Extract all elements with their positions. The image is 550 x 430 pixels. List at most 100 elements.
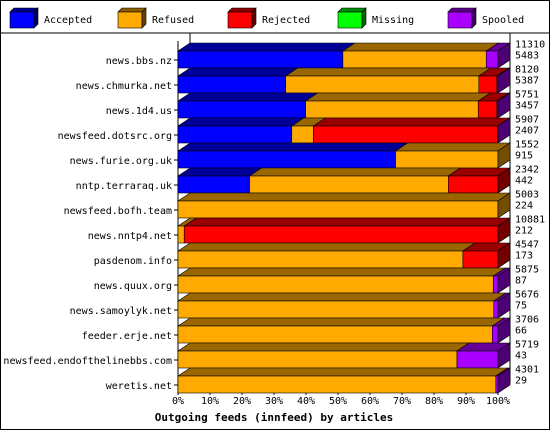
bar-top-face [177, 67, 299, 77]
bar-top-face [177, 192, 511, 202]
bar-side-face [497, 267, 511, 294]
refused-count-label: 2407 [515, 126, 539, 137]
bar-segment [395, 150, 499, 169]
refused-count-label: 87 [515, 276, 527, 287]
bar-segment [291, 125, 314, 144]
total-count-label: 4547 [515, 240, 539, 251]
x-tick-label: 90% [457, 396, 475, 407]
legend-swatch-top [117, 7, 147, 13]
category-label: feeder.erje.net [82, 331, 172, 342]
category-label: nntp.terraraq.uk [76, 181, 172, 192]
bar-top-face [177, 92, 319, 102]
x-axis-label: Outgoing feeds (innfeed) by articles [155, 411, 393, 424]
legend-swatch [227, 11, 253, 29]
total-count-label: 1552 [515, 140, 539, 151]
bar-side-face [497, 317, 511, 344]
bar-segment [183, 225, 499, 244]
bar-top-face [177, 142, 409, 152]
bar-top-face [177, 167, 263, 177]
bar-side-face [497, 142, 511, 169]
bar-segment [177, 325, 493, 344]
refused-count-label: 212 [515, 226, 533, 237]
bar-side-face [497, 217, 511, 244]
total-count-label: 8120 [515, 65, 539, 76]
bar-segment [177, 275, 494, 294]
total-count-label: 5676 [515, 290, 539, 301]
total-count-label: 10881 [515, 215, 545, 226]
bar-segment [448, 175, 499, 194]
bar-segment [485, 50, 499, 69]
bar-segment [285, 75, 480, 94]
category-label: newsfeed.dotsrc.org [58, 131, 172, 142]
bar-top-face [177, 292, 507, 302]
bar-top-face [284, 67, 492, 77]
bar-segment [177, 200, 499, 219]
bar-side-face [497, 342, 511, 369]
refused-count-label: 915 [515, 151, 533, 162]
total-count-label: 11310 [515, 40, 545, 51]
bar-segment [477, 100, 498, 119]
bar-side-face [497, 117, 511, 144]
legend-label: Refused [152, 15, 194, 26]
category-label: news.chmurka.net [76, 81, 172, 92]
bar-top-face [177, 267, 507, 277]
x-tick-label: 60% [361, 396, 379, 407]
x-tick-label: 40% [297, 396, 315, 407]
bar-top-face [177, 317, 506, 327]
legend-swatch [9, 11, 35, 29]
refused-count-label: 5387 [515, 76, 539, 87]
x-tick-label: 30% [265, 396, 283, 407]
bar-side-face [497, 92, 511, 119]
legend-swatch-top [227, 7, 257, 13]
refused-count-label: 5483 [515, 51, 539, 62]
x-tick-label: 0% [172, 396, 184, 407]
bar-segment [462, 250, 499, 269]
bar-top-face [177, 342, 470, 352]
category-label: pasdenom.info [94, 256, 172, 267]
category-label: newsfeed.bofh.team [64, 206, 172, 217]
legend-label: Missing [372, 15, 414, 26]
category-label: news.samoylyk.net [70, 306, 172, 317]
x-tick-label: 80% [425, 396, 443, 407]
total-count-label: 5003 [515, 190, 539, 201]
bar-side-face [497, 242, 511, 269]
bar-segment [177, 150, 396, 169]
refused-count-label: 442 [515, 176, 533, 187]
legend-label: Rejected [262, 15, 310, 26]
bar-segment [495, 375, 499, 394]
category-label: news.quux.org [94, 281, 172, 292]
x-tick-label: 50% [329, 396, 347, 407]
bar-segment [177, 125, 293, 144]
bar-side-face [497, 42, 511, 69]
bar-segment [313, 125, 498, 144]
x-tick-label: 10% [201, 396, 219, 407]
refused-count-label: 173 [515, 251, 533, 262]
refused-count-label: 43 [515, 351, 527, 362]
bar-segment [492, 325, 499, 344]
legend-swatch-top [447, 7, 477, 13]
bar-side-face [497, 167, 511, 194]
legend-swatch-side [251, 7, 257, 29]
bar-top-face [177, 42, 356, 52]
total-count-label: 3706 [515, 315, 539, 326]
bar-segment [177, 50, 344, 69]
bar-top-face [312, 117, 511, 127]
category-label: news.furie.org.uk [70, 156, 172, 167]
bar-top-face [177, 117, 305, 127]
total-count-label: 5719 [515, 340, 539, 351]
category-label: newsfeed.endofthelinebbs.com [3, 356, 172, 367]
bar-top-face [304, 92, 492, 102]
legend-swatch [447, 11, 473, 29]
legend-swatch-side [141, 7, 147, 29]
bar-segment [177, 375, 497, 394]
bar-segment [492, 275, 499, 294]
refused-count-label: 66 [515, 326, 527, 337]
bar-segment [177, 100, 306, 119]
bar-segment [478, 75, 498, 94]
legend-label: Spooled [482, 15, 524, 26]
legend-swatch-side [361, 7, 367, 29]
legend-swatch [337, 11, 363, 29]
bar-segment [493, 300, 499, 319]
